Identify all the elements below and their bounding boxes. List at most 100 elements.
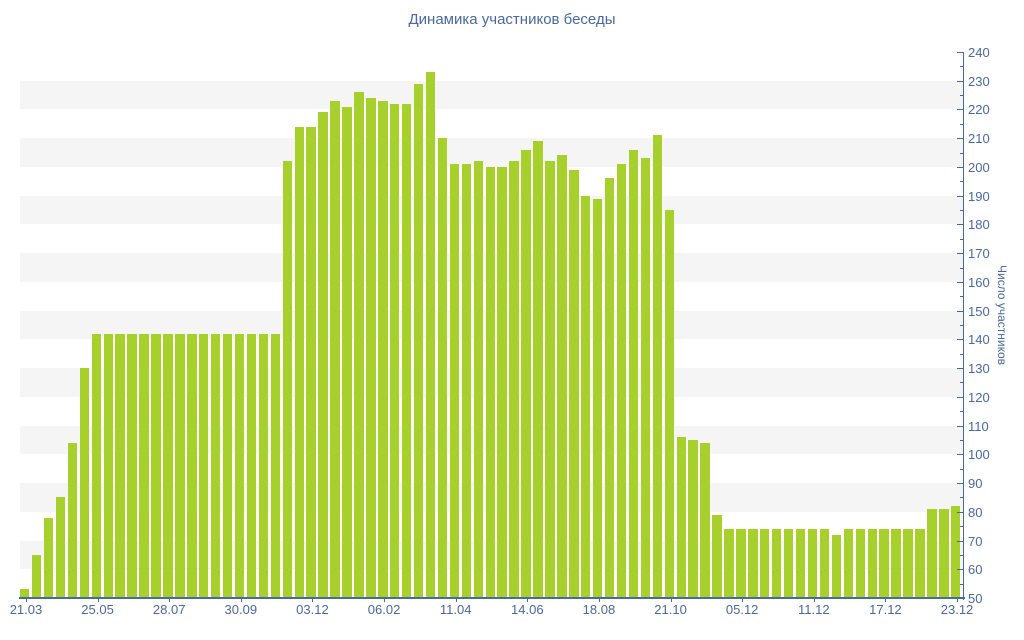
y-axis-tick [957, 511, 963, 513]
bar[interactable] [31, 554, 42, 598]
x-axis-tick [455, 598, 457, 602]
bar[interactable] [951, 506, 961, 598]
bar[interactable] [545, 161, 555, 598]
bar[interactable] [831, 534, 842, 598]
y-axis-tick-label: 190 [968, 188, 990, 204]
bar[interactable] [604, 178, 615, 598]
bar[interactable] [748, 529, 758, 598]
bar[interactable] [425, 72, 436, 598]
bar[interactable] [736, 529, 746, 598]
bar[interactable] [91, 333, 102, 598]
bar[interactable] [151, 333, 161, 598]
bar[interactable] [366, 97, 376, 598]
x-axis-tick-label: 11.12 [797, 602, 830, 617]
bar[interactable] [688, 439, 698, 598]
x-axis-tick-label: 21.03 [9, 602, 43, 617]
bar[interactable] [795, 529, 806, 598]
bar[interactable] [819, 529, 830, 598]
bar[interactable] [210, 333, 221, 598]
bar[interactable] [258, 333, 269, 598]
bar[interactable] [843, 529, 854, 598]
bar[interactable] [139, 333, 149, 598]
bar[interactable] [437, 138, 448, 598]
x-axis-tick [384, 598, 386, 602]
bar[interactable] [103, 333, 113, 598]
bar[interactable] [700, 442, 710, 598]
bar[interactable] [616, 164, 627, 598]
bar[interactable] [712, 514, 722, 598]
bar[interactable] [67, 442, 78, 598]
bar[interactable] [855, 529, 865, 598]
bar[interactable] [592, 198, 603, 598]
bar[interactable] [640, 158, 651, 598]
x-axis-tick-label: 11.04 [439, 602, 472, 617]
bar[interactable] [497, 166, 507, 598]
bar[interactable] [783, 529, 794, 598]
bar[interactable] [521, 149, 531, 598]
bar[interactable] [485, 166, 495, 598]
bar[interactable] [557, 155, 567, 598]
y-axis-tick-label: 130 [968, 361, 990, 377]
y-axis-minor-tick [960, 526, 963, 528]
bar[interactable] [891, 529, 901, 598]
y-axis-tick-label: 80 [968, 504, 983, 520]
bar[interactable] [401, 103, 412, 598]
bar[interactable] [473, 161, 484, 598]
bar[interactable] [199, 333, 209, 598]
bar[interactable] [175, 333, 185, 598]
bar[interactable] [282, 161, 293, 598]
bar[interactable] [163, 333, 173, 598]
bar[interactable] [378, 100, 388, 598]
bar[interactable] [807, 529, 818, 598]
bar[interactable] [413, 83, 424, 598]
y-axis-tick [957, 195, 963, 197]
bar[interactable] [461, 164, 472, 598]
bar[interactable] [509, 161, 519, 598]
y-axis-minor-tick [960, 325, 963, 326]
bar[interactable] [246, 333, 257, 598]
plot-area: 50 60 70 80 90 100 110 120 130 140 150 160 170 180 190… [10, 45, 990, 617]
bar[interactable] [879, 529, 889, 598]
bar[interactable] [533, 141, 543, 598]
bar[interactable] [330, 100, 340, 598]
x-axis-tick-label: 17.12 [869, 602, 902, 617]
bar[interactable] [342, 106, 352, 598]
bar[interactable] [581, 195, 591, 598]
bar[interactable] [903, 529, 913, 598]
bar[interactable] [772, 529, 782, 598]
bar[interactable] [270, 333, 281, 598]
bar[interactable] [760, 529, 770, 598]
x-axis-tick-label: 25.05 [81, 602, 114, 617]
bar[interactable] [915, 529, 925, 598]
bar[interactable] [318, 112, 328, 598]
bar[interactable] [20, 589, 30, 598]
bar[interactable] [939, 508, 949, 598]
bar[interactable] [222, 333, 233, 598]
bar[interactable] [449, 164, 460, 598]
bar[interactable] [354, 92, 364, 598]
y-axis-tick [957, 138, 963, 140]
bar[interactable] [652, 135, 663, 598]
y-axis-tick-label: 110 [968, 418, 989, 434]
bar[interactable] [43, 517, 54, 598]
y-axis-tick [957, 80, 963, 82]
bar[interactable] [569, 169, 579, 598]
bar[interactable] [664, 210, 674, 598]
bar[interactable] [294, 126, 304, 598]
bar[interactable] [628, 149, 639, 598]
bar[interactable] [234, 333, 245, 598]
bar[interactable] [127, 333, 137, 598]
y-axis-tick [957, 540, 963, 542]
bar[interactable] [390, 103, 400, 598]
bar[interactable] [55, 497, 66, 598]
bar[interactable] [867, 529, 877, 598]
bar[interactable] [187, 333, 197, 598]
bar[interactable] [115, 333, 125, 598]
bar[interactable] [724, 529, 734, 598]
bar[interactable] [306, 126, 316, 598]
bar[interactable] [676, 437, 686, 598]
bar[interactable] [927, 508, 937, 598]
y-axis-minor-tick [960, 583, 963, 585]
y-axis-tick [957, 339, 963, 341]
bar[interactable] [79, 368, 90, 598]
